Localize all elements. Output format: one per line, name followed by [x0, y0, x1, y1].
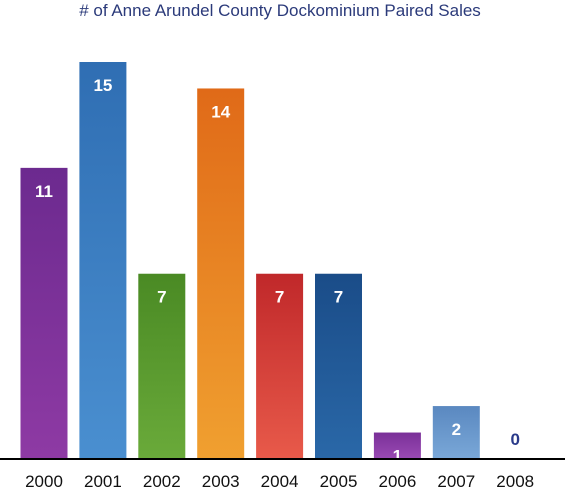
x-tick-2003: 2003 — [202, 472, 240, 489]
data-label-2002: 7 — [157, 288, 166, 307]
bar-2006 — [373, 432, 421, 459]
x-tick-2001: 2001 — [84, 472, 122, 489]
x-tick-2005: 2005 — [320, 472, 358, 489]
x-tick-2007: 2007 — [437, 472, 475, 489]
data-label-2008: 0 — [510, 430, 519, 449]
x-tick-2000: 2000 — [25, 472, 63, 489]
data-label-2004: 7 — [275, 288, 284, 307]
data-label-2001: 15 — [93, 76, 112, 95]
x-tick-2004: 2004 — [261, 472, 299, 489]
bar-2000 — [20, 167, 68, 459]
x-tick-2006: 2006 — [378, 472, 416, 489]
data-labels: 11 15 7 14 7 7 1 2 0 — [35, 76, 520, 466]
bar-2004 — [256, 273, 304, 459]
bar-2003 — [197, 88, 245, 459]
data-label-2005: 7 — [334, 288, 343, 307]
bar-2005 — [315, 273, 362, 459]
data-label-2006: 1 — [393, 447, 402, 466]
x-tick-2008: 2008 — [496, 472, 534, 489]
data-label-2007: 2 — [452, 420, 461, 439]
chart-title: # of Anne Arundel County Dockominium Pai… — [79, 1, 481, 20]
x-tick-2002: 2002 — [143, 472, 181, 489]
data-label-2003: 14 — [211, 102, 230, 121]
bars — [20, 62, 480, 459]
data-label-2000: 11 — [35, 182, 53, 201]
bar-2007 — [432, 406, 480, 459]
bar-2002 — [138, 273, 186, 459]
x-tick-labels: 2000 2001 2002 2003 2004 2005 2006 2007 2008 — [25, 472, 534, 489]
bar-2001 — [79, 62, 127, 459]
